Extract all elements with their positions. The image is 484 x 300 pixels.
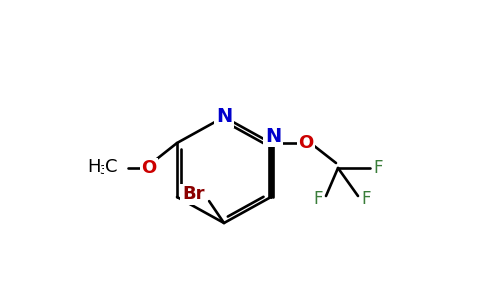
Text: Br: Br <box>182 185 204 203</box>
Text: F: F <box>373 159 383 177</box>
Text: O: O <box>298 134 314 152</box>
Text: F: F <box>313 190 323 208</box>
Text: C: C <box>105 158 117 176</box>
Text: O: O <box>141 159 157 177</box>
Text: H: H <box>87 158 101 176</box>
Text: N: N <box>216 107 232 127</box>
Text: F: F <box>361 190 371 208</box>
Text: 3: 3 <box>99 164 106 178</box>
Text: N: N <box>265 127 281 146</box>
